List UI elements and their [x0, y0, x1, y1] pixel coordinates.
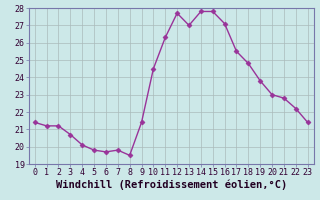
X-axis label: Windchill (Refroidissement éolien,°C): Windchill (Refroidissement éolien,°C) — [56, 180, 287, 190]
